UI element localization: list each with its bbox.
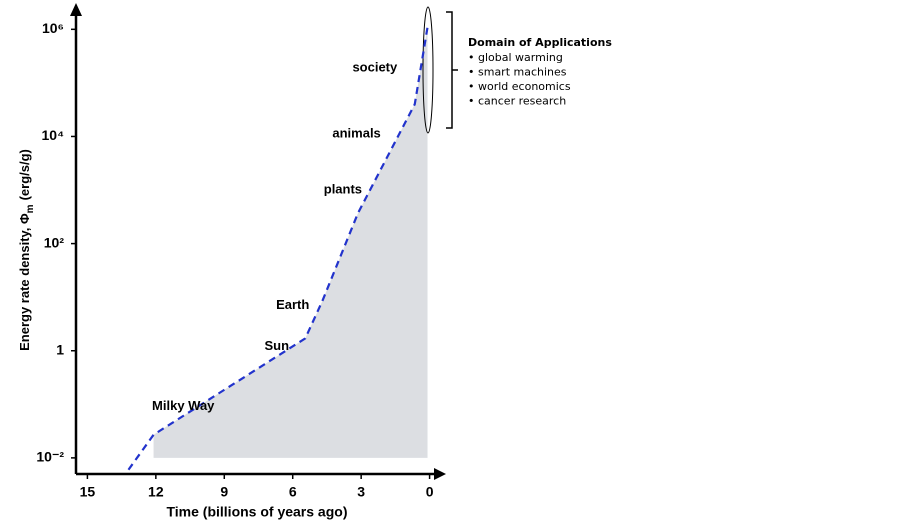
- x-tick-label: 3: [357, 484, 365, 500]
- bracket: [446, 11, 458, 129]
- bullet: •: [468, 51, 478, 64]
- y-tick-label: 1: [56, 341, 64, 357]
- annotation: Milky Way: [152, 398, 215, 413]
- bullet: •: [468, 66, 478, 79]
- domain-item: • cancer research: [468, 95, 566, 108]
- domain-item-text: global warming: [478, 51, 563, 64]
- annotation: Sun: [264, 338, 289, 353]
- x-tick-label: 9: [220, 484, 228, 500]
- x-arrow: [434, 468, 446, 480]
- line: [127, 26, 429, 471]
- area-layer: [153, 27, 428, 458]
- x-tick-label: 15: [80, 484, 96, 500]
- y-tick-label: 10⁶: [42, 20, 64, 36]
- domain-item-text: world economics: [478, 80, 571, 93]
- bullet: •: [468, 80, 478, 93]
- annotation: Earth: [276, 297, 309, 312]
- y-tick-label: 10²: [44, 234, 65, 250]
- y-tick-label: 10⁻²: [36, 449, 64, 465]
- annotation: animals: [332, 126, 380, 141]
- bullet: •: [468, 95, 478, 108]
- y-axis-label: Energy rate density, Φm (erg/s/g): [17, 149, 35, 351]
- domain-item: • global warming: [468, 51, 563, 64]
- area: [153, 27, 428, 458]
- domain-item: • world economics: [468, 80, 571, 93]
- society-ellipse: [422, 6, 434, 134]
- x-tick-label: 6: [289, 484, 297, 500]
- x-tick-label: 12: [148, 484, 164, 500]
- annotation: plants: [324, 181, 362, 196]
- y-label-main: Energy rate density, Φ: [17, 213, 32, 351]
- x-tick-label: 0: [426, 484, 434, 500]
- domain-item: • smart machines: [468, 66, 567, 79]
- annotation: society: [352, 59, 398, 74]
- y-tick-label: 10⁴: [42, 127, 65, 143]
- y-arrow: [70, 3, 82, 16]
- domain-item-text: cancer research: [478, 95, 566, 108]
- x-axis-label: Time (billions of years ago): [166, 504, 347, 520]
- y-label-unit: (erg/s/g): [17, 149, 32, 200]
- y-label-sub: m: [25, 204, 36, 213]
- domain-title: Domain of Applications: [468, 36, 612, 49]
- domain-item-text: smart machines: [478, 66, 567, 79]
